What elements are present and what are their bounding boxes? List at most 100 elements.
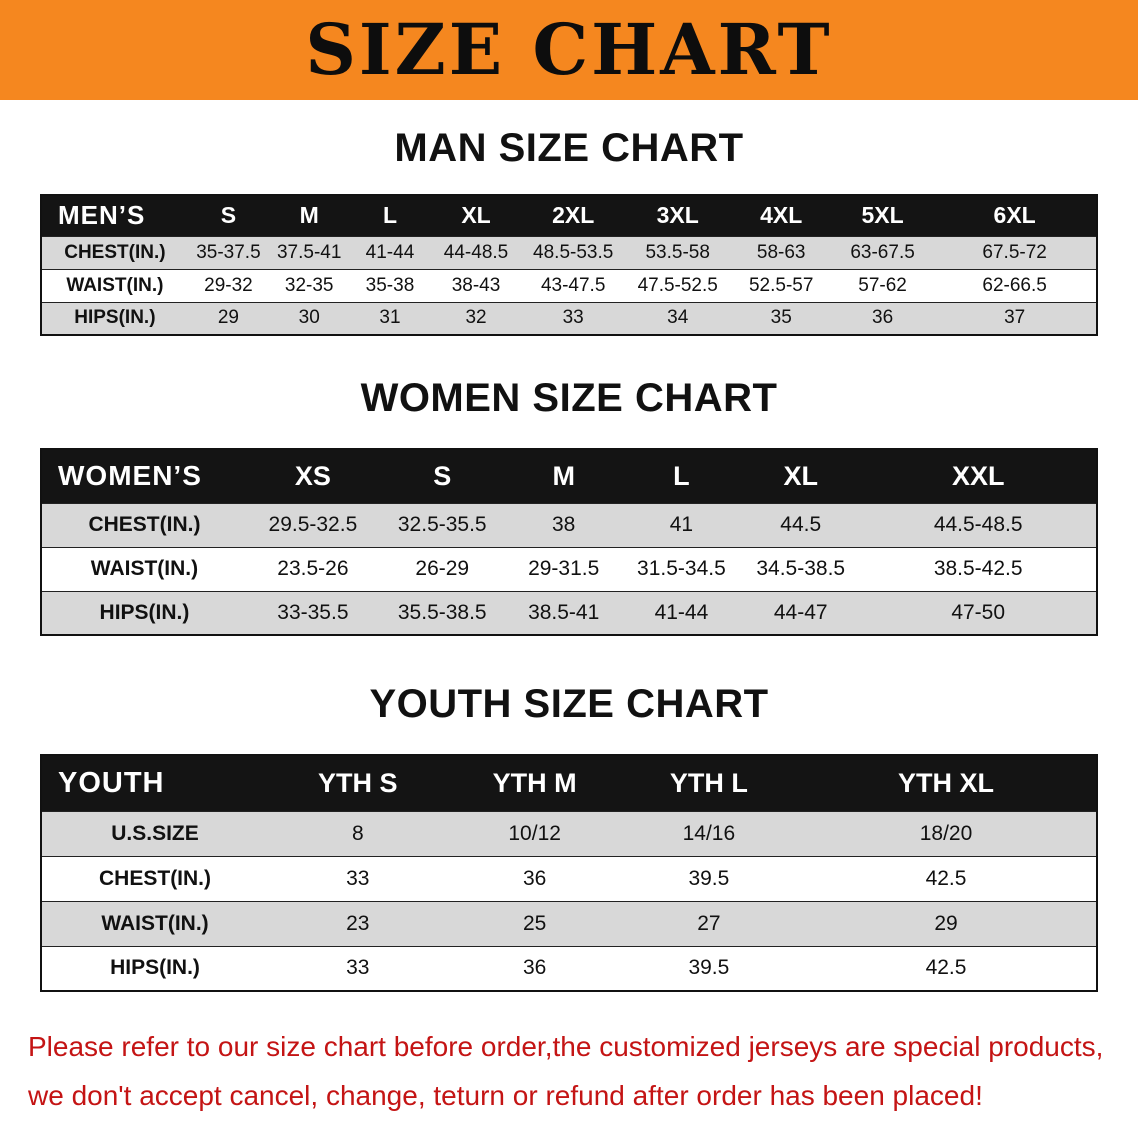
measurement-cell: 58-63 — [730, 235, 832, 269]
page-title: SIZE CHART — [305, 8, 833, 91]
measurement-cell: 31.5-34.5 — [621, 546, 742, 591]
measurement-cell: 33-35.5 — [246, 590, 379, 635]
men-size-column-header: 4XL — [730, 195, 832, 236]
women-size-table: WOMEN’S XS S M L XL XXL CHEST(IN.) 29.5-32.5 32.5… — [40, 448, 1098, 636]
measurement-cell: 27 — [621, 900, 797, 946]
measurement-cell: 38.5-42.5 — [860, 546, 1097, 591]
measurement-cell: 42.5 — [796, 855, 1097, 901]
measurement-cell: 37 — [933, 301, 1097, 335]
women-header-row: WOMEN’S XS S M L XL XXL — [41, 449, 1097, 503]
measurement-cell: 35 — [730, 301, 832, 335]
measurement-cell: 33 — [268, 855, 448, 901]
youth-size-column-header: YTH XL — [796, 755, 1097, 811]
row-label: CHEST(IN.) — [41, 855, 269, 901]
measurement-cell: 26-29 — [378, 546, 506, 591]
men-size-table: MEN’S S M L XL 2XL 3XL 4XL 5XL 6XL CHEST(IN.) 35-37… — [40, 194, 1098, 336]
measurement-cell: 53.5-58 — [624, 235, 731, 269]
measurement-cell: 8 — [268, 810, 448, 856]
measurement-cell: 32-35 — [269, 268, 350, 302]
measurement-cell: 35.5-38.5 — [378, 590, 506, 635]
table-row: HIPS(IN.) 33 36 39.5 42.5 — [41, 945, 1097, 991]
row-label: HIPS(IN.) — [41, 945, 269, 991]
measurement-cell: 38.5-41 — [505, 590, 622, 635]
measurement-cell: 36 — [447, 945, 622, 991]
row-label: WAIST(IN.) — [41, 900, 269, 946]
measurement-cell: 41 — [621, 502, 742, 547]
measurement-cell: 42.5 — [796, 945, 1097, 991]
measurement-cell: 23.5-26 — [246, 546, 379, 591]
measurement-cell: 52.5-57 — [730, 268, 832, 302]
table-row: HIPS(IN.) 29 30 31 32 33 34 35 36 37 — [41, 301, 1097, 335]
women-size-column-header: XXL — [860, 449, 1097, 503]
row-label: WAIST(IN.) — [41, 268, 188, 302]
women-size-column-header: XL — [741, 449, 861, 503]
footer-note-line1: Please refer to our size chart before or… — [28, 1031, 1104, 1062]
women-size-column-header: L — [621, 449, 742, 503]
measurement-cell: 23 — [268, 900, 448, 946]
measurement-cell: 38 — [505, 502, 622, 547]
measurement-cell: 39.5 — [621, 945, 797, 991]
men-size-column-header: XL — [430, 195, 522, 236]
youth-size-column-header: YTH L — [621, 755, 797, 811]
men-header-label: MEN’S — [41, 195, 188, 236]
measurement-cell: 47.5-52.5 — [624, 268, 731, 302]
women-size-column-header: S — [378, 449, 506, 503]
row-label: CHEST(IN.) — [41, 235, 188, 269]
measurement-cell: 62-66.5 — [933, 268, 1097, 302]
measurement-cell: 10/12 — [447, 810, 622, 856]
measurement-cell: 63-67.5 — [831, 235, 934, 269]
measurement-cell: 35-37.5 — [187, 235, 270, 269]
measurement-cell: 34 — [624, 301, 731, 335]
measurement-cell: 39.5 — [621, 855, 797, 901]
measurement-cell: 31 — [349, 301, 431, 335]
youth-size-column-header: YTH S — [268, 755, 448, 811]
row-label: U.S.SIZE — [41, 810, 269, 856]
measurement-cell: 41-44 — [349, 235, 431, 269]
measurement-cell: 29-31.5 — [505, 546, 622, 591]
footer-note: Please refer to our size chart before or… — [0, 1022, 1138, 1120]
banner: SIZE CHART — [0, 0, 1138, 100]
measurement-cell: 36 — [831, 301, 934, 335]
men-size-column-header: L — [349, 195, 431, 236]
measurement-cell: 25 — [447, 900, 622, 946]
women-size-column-header: M — [505, 449, 622, 503]
size-section-women: WOMEN SIZE CHART WOMEN’S XS S M L XL XXL CHEST(I… — [0, 376, 1138, 636]
table-row: U.S.SIZE 8 10/12 14/16 18/20 — [41, 810, 1097, 856]
row-label: CHEST(IN.) — [41, 502, 247, 547]
measurement-cell: 57-62 — [831, 268, 934, 302]
measurement-cell: 29.5-32.5 — [246, 502, 379, 547]
men-size-column-header: M — [269, 195, 350, 236]
men-size-column-header: 6XL — [933, 195, 1097, 236]
youth-size-table: YOUTH YTH S YTH M YTH L YTH XL U.S.SIZE 8 10/12… — [40, 754, 1098, 992]
table-row: HIPS(IN.) 33-35.5 35.5-38.5 38.5-41 41-44 44-… — [41, 590, 1097, 635]
table-row: CHEST(IN.) 33 36 39.5 42.5 — [41, 855, 1097, 901]
measurement-cell: 34.5-38.5 — [741, 546, 861, 591]
youth-header-row: YOUTH YTH S YTH M YTH L YTH XL — [41, 755, 1097, 811]
measurement-cell: 18/20 — [796, 810, 1097, 856]
measurement-cell: 29 — [187, 301, 270, 335]
footer-note-line2: we don't accept cancel, change, teturn o… — [28, 1080, 983, 1111]
measurement-cell: 32 — [430, 301, 522, 335]
measurement-cell: 38-43 — [430, 268, 522, 302]
section-heading-women: WOMEN SIZE CHART — [360, 376, 778, 420]
measurement-cell: 44-47 — [741, 590, 861, 635]
women-header-label: WOMEN’S — [41, 449, 247, 503]
table-row: CHEST(IN.) 35-37.5 37.5-41 41-44 44-48.5 48.5… — [41, 235, 1097, 269]
measurement-cell: 44.5 — [741, 502, 861, 547]
measurement-cell: 47-50 — [860, 590, 1097, 635]
section-heading-youth: YOUTH SIZE CHART — [369, 682, 769, 726]
measurement-cell: 36 — [447, 855, 622, 901]
row-label: HIPS(IN.) — [41, 590, 247, 635]
table-row: WAIST(IN.) 29-32 32-35 35-38 38-43 43-47.5 47.… — [41, 268, 1097, 302]
measurement-cell: 44-48.5 — [430, 235, 522, 269]
measurement-cell: 35-38 — [349, 268, 431, 302]
measurement-cell: 67.5-72 — [933, 235, 1097, 269]
table-row: WAIST(IN.) 23 25 27 29 — [41, 900, 1097, 946]
youth-header-label: YOUTH — [41, 755, 269, 811]
men-size-column-header: S — [187, 195, 270, 236]
sections: MAN SIZE CHART MEN’S S M L XL 2XL 3XL 4XL 5XL 6XL C… — [0, 126, 1138, 992]
measurement-cell: 14/16 — [621, 810, 797, 856]
row-label: WAIST(IN.) — [41, 546, 247, 591]
measurement-cell: 32.5-35.5 — [378, 502, 506, 547]
